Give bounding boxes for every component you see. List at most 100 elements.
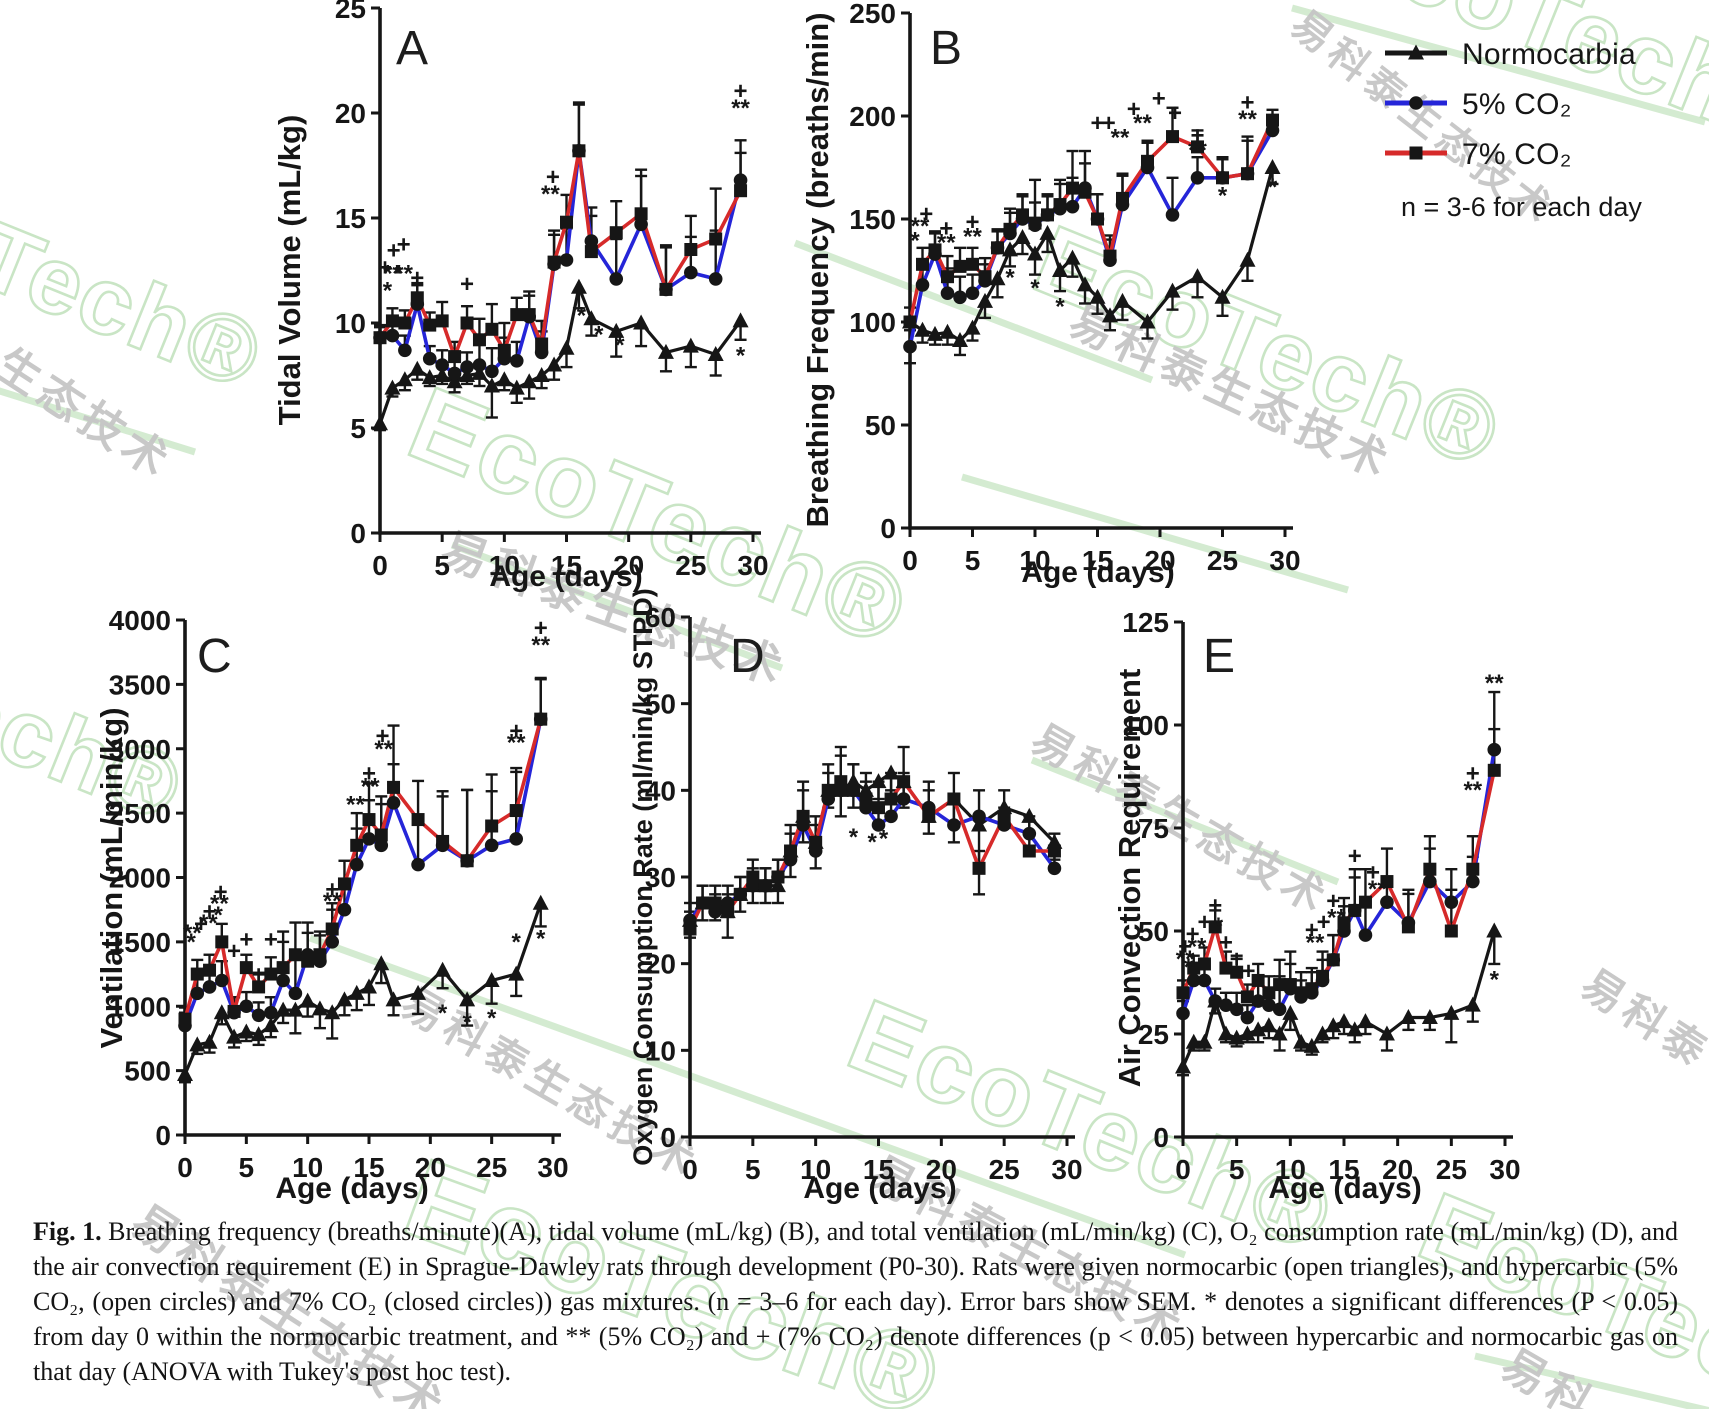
significance-marker: +	[239, 927, 253, 954]
data-point-triangle	[189, 1036, 206, 1052]
data-point-square	[1305, 982, 1319, 996]
y-axis-label: Air Convection Requirement	[1112, 669, 1147, 1088]
data-point-square	[252, 980, 266, 994]
x-tick-label: 20	[415, 1152, 446, 1183]
data-point-circle	[684, 265, 698, 280]
significance-marker: +	[509, 718, 523, 745]
data-point-triangle	[324, 1004, 341, 1020]
x-tick-label: 10	[292, 1152, 323, 1183]
data-point-square	[784, 844, 798, 858]
data-point-circle	[264, 1005, 278, 1020]
significance-marker: +	[546, 164, 560, 191]
data-point-triangle	[311, 1000, 328, 1016]
data-point-square	[928, 243, 942, 257]
significance-marker: *	[910, 228, 920, 255]
data-point-triangle	[299, 992, 316, 1008]
x-tick-label: 0	[372, 550, 388, 581]
data-point-square	[947, 792, 961, 806]
data-point-triangle	[434, 367, 451, 382]
circle-marker-icon	[1409, 95, 1423, 110]
data-point-square	[821, 783, 835, 797]
x-tick-label: 30	[1269, 545, 1300, 576]
significance-marker: **	[1238, 106, 1257, 133]
data-point-circle	[1065, 199, 1080, 214]
watermark-diagonal-line	[1030, 756, 1340, 886]
figure-caption: Fig. 1. Breathing frequency (breaths/min…	[33, 1214, 1678, 1389]
data-point-triangle	[201, 1033, 218, 1049]
y-axis-label: Ventilation (mL/min/kg)	[94, 707, 129, 1048]
legend-label: 7% CO₂	[1462, 138, 1572, 171]
significance-marker: +	[1241, 958, 1255, 985]
data-point-square	[978, 270, 992, 284]
significance-marker: +	[1090, 110, 1104, 137]
significance-marker: **	[199, 910, 218, 937]
data-point-square	[903, 315, 917, 329]
data-point-square	[796, 809, 810, 823]
data-point-circle	[239, 999, 254, 1014]
co2-5-line-circle-icon	[1383, 89, 1449, 122]
data-point-triangle	[1282, 1004, 1299, 1020]
series-line-circle	[379, 149, 743, 376]
data-point-circle	[484, 838, 499, 853]
panel-letter: D	[730, 630, 765, 683]
figure-caption-text: Breathing frequency (breaths/minute)(A),…	[33, 1217, 1678, 1386]
data-point-square	[1316, 969, 1330, 983]
x-tick-label: 10	[1019, 545, 1050, 576]
data-point-circle	[422, 351, 437, 366]
data-point-square	[609, 226, 623, 240]
data-point-circle	[1444, 895, 1459, 909]
significance-marker: **	[361, 773, 380, 800]
data-point-circle	[884, 809, 898, 824]
data-point-square	[350, 838, 364, 852]
data-point-square	[584, 245, 598, 259]
y-tick-label: 25	[335, 0, 366, 24]
data-point-triangle	[459, 991, 476, 1007]
data-point-square	[634, 207, 648, 221]
watermark-diagonal-line	[793, 239, 1154, 384]
data-point-square	[373, 331, 387, 345]
significance-marker: *	[536, 925, 546, 952]
data-point-triangle	[1114, 292, 1131, 308]
significance-marker: **	[963, 224, 982, 251]
data-point-square	[991, 241, 1004, 255]
significance-marker: **	[183, 920, 202, 947]
significance-marker: +	[1197, 909, 1211, 936]
x-tick-label: 20	[1382, 1154, 1413, 1185]
data-point-circle	[276, 973, 290, 988]
data-point-square	[423, 318, 437, 332]
y-tick-label: 150	[849, 204, 896, 235]
data-point-triangle	[1346, 1021, 1363, 1037]
x-tick-label: 25	[476, 1152, 507, 1183]
panel-c: 0 500 1000 1500 2000 2500 3000 3500 4000 0 5 10 15 20…	[94, 605, 569, 1205]
significance-marker: +	[214, 879, 228, 906]
data-point-triangle	[1021, 807, 1038, 823]
significance-marker: +	[1240, 90, 1254, 117]
significance-marker: +	[1190, 123, 1204, 150]
data-point-circle	[1487, 742, 1502, 757]
data-point-circle	[947, 818, 961, 832]
data-point-triangle	[361, 978, 377, 994]
data-point-circle	[447, 366, 462, 381]
data-point-triangle	[384, 379, 401, 395]
series-line-circle	[1181, 749, 1497, 1020]
data-point-triangle	[1002, 241, 1018, 257]
significance-marker: +	[1230, 946, 1244, 973]
data-point-triangle	[262, 1017, 279, 1033]
data-point-square	[435, 314, 449, 328]
data-point-triangle	[372, 415, 388, 431]
data-point-triangle	[769, 877, 786, 893]
data-point-square	[972, 861, 986, 875]
data-point-circle	[871, 818, 886, 832]
data-point-square	[758, 879, 772, 893]
data-point-circle	[1219, 998, 1233, 1012]
data-point-circle	[349, 857, 364, 872]
data-point-triangle	[1325, 1017, 1342, 1033]
data-point-square	[872, 801, 885, 815]
data-point-triangle	[483, 972, 500, 987]
x-tick-label: 5	[434, 550, 450, 581]
data-point-circle	[1047, 861, 1062, 876]
significance-marker: *	[868, 829, 878, 856]
data-point-square	[1401, 920, 1415, 934]
data-point-triangle	[250, 1026, 267, 1042]
